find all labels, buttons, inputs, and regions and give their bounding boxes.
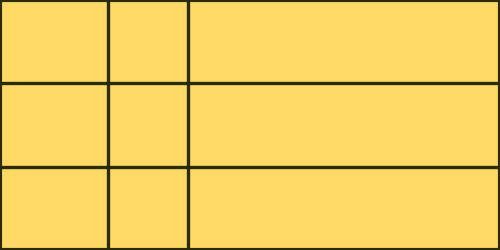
Text: csc θ: csc θ [129, 35, 166, 48]
Text: cotangent θ: cotangent θ [9, 202, 99, 215]
Text: sec θ =: sec θ = [200, 118, 259, 132]
Text: or: or [340, 35, 366, 48]
Text: sin θ: sin θ [290, 52, 324, 64]
Text: or: or [344, 202, 369, 215]
Text: 1: 1 [304, 186, 314, 198]
Text: 1: 1 [306, 102, 315, 115]
Text: cot θ: cot θ [129, 202, 166, 215]
Text: hypotenuse: hypotenuse [398, 102, 480, 115]
Text: tan θ: tan θ [291, 218, 327, 231]
Text: or: or [346, 118, 371, 132]
Text: secant θ: secant θ [22, 118, 86, 132]
Text: csc θ =: csc θ = [200, 35, 258, 48]
Text: adjacent: adjacent [409, 135, 470, 148]
Text: opposite: opposite [404, 52, 465, 64]
Text: opposite: opposite [392, 218, 454, 231]
Text: 1: 1 [303, 19, 312, 32]
Text: sec θ: sec θ [128, 118, 167, 132]
Text: hypotenuse: hypotenuse [392, 19, 475, 32]
Text: cot θ =: cot θ = [200, 202, 258, 215]
Text: adjacent: adjacent [393, 186, 454, 198]
Text: cosecant θ: cosecant θ [14, 35, 94, 48]
Text: cos θ: cos θ [292, 135, 329, 148]
